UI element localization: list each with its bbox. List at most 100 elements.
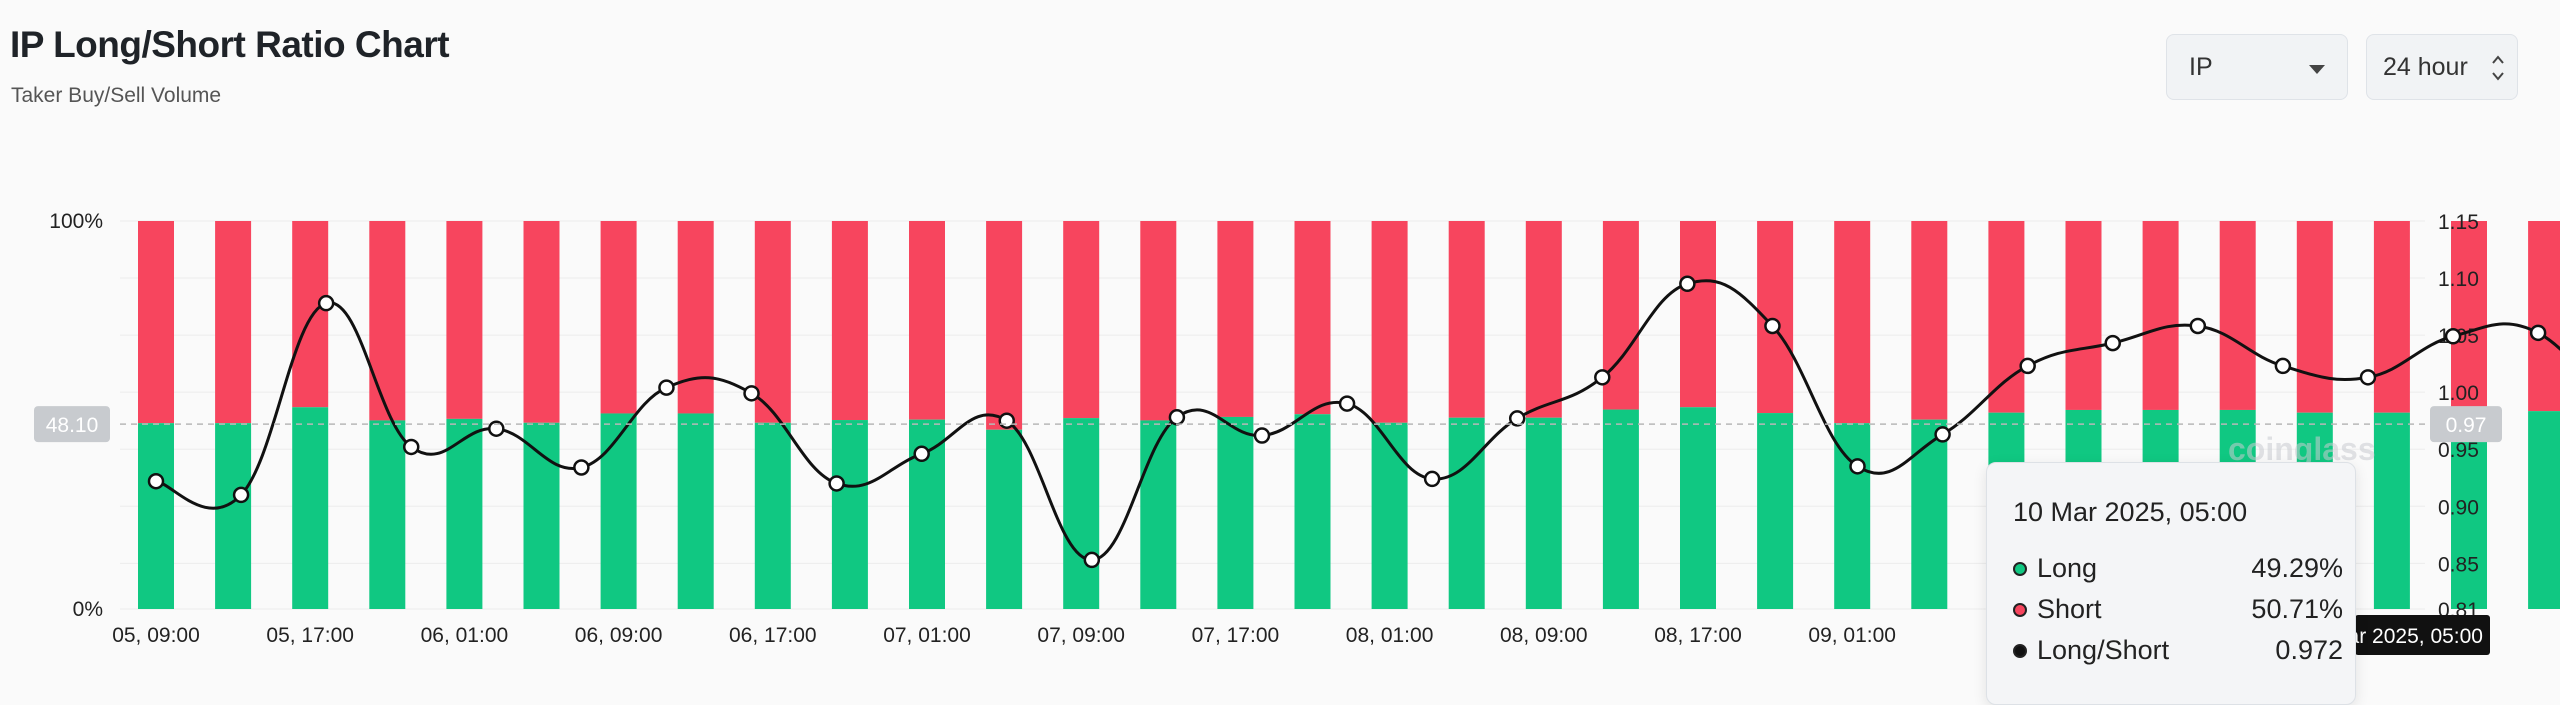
ratio-point bbox=[1934, 426, 1951, 443]
ratio-point bbox=[1594, 369, 1611, 386]
ratio-point bbox=[1338, 395, 1356, 412]
ratio-point bbox=[1253, 427, 1271, 444]
y-left-tick-label: 100% bbox=[49, 210, 103, 233]
x-tick-label: 08, 01:00 bbox=[1346, 624, 1434, 647]
long-bar bbox=[600, 413, 637, 609]
crosshair-left-badge bbox=[34, 406, 110, 443]
long-bar bbox=[1140, 420, 1177, 609]
short-bar bbox=[677, 221, 714, 414]
ratio-point bbox=[488, 420, 505, 437]
x-tick-label: 09, 01:00 bbox=[1808, 624, 1896, 647]
long-bar bbox=[215, 423, 252, 609]
short-bar bbox=[1140, 221, 1177, 421]
short-bar bbox=[600, 221, 637, 414]
x-tick-label: 08, 09:00 bbox=[1500, 624, 1588, 647]
tooltip: 10 Mar 2025, 05:00 Long 49.29% Short 50.… bbox=[1986, 462, 2356, 705]
ratio-dot-icon bbox=[2013, 644, 2027, 658]
long-bar bbox=[986, 429, 1023, 609]
long-bar bbox=[831, 420, 868, 609]
ratio-point bbox=[828, 475, 845, 492]
short-bar bbox=[831, 221, 868, 421]
short-bar bbox=[215, 221, 252, 424]
x-tick-label: 07, 01:00 bbox=[883, 624, 971, 647]
short-bar bbox=[446, 221, 483, 419]
long-bar bbox=[446, 418, 483, 609]
ratio-point bbox=[1423, 470, 1441, 488]
short-bar bbox=[986, 221, 1023, 430]
y-right-tick-label: 1.15 bbox=[2438, 211, 2479, 234]
tooltip-date: 10 Mar 2025, 05:00 bbox=[2013, 497, 2248, 527]
page-title: IP Long/Short Ratio Chart bbox=[10, 24, 450, 65]
short-bar bbox=[2296, 221, 2333, 413]
tooltip-value: 0.972 bbox=[2275, 635, 2343, 665]
short-bar bbox=[1834, 221, 1871, 424]
short-bar bbox=[2065, 221, 2102, 410]
tooltip-label: Short bbox=[2037, 594, 2102, 624]
ratio-point bbox=[573, 459, 590, 476]
short-bar bbox=[523, 221, 560, 423]
ratio-point bbox=[1168, 409, 1186, 426]
y-left-tick-label: 0% bbox=[73, 598, 103, 621]
ratio-point bbox=[913, 445, 930, 463]
x-tick-label: 06, 17:00 bbox=[729, 624, 817, 647]
ratio-point bbox=[2019, 357, 2036, 375]
short-bar bbox=[2142, 221, 2179, 410]
interval-select-value: 24 hour bbox=[2383, 52, 2468, 81]
short-bar bbox=[138, 221, 174, 424]
ratio-point bbox=[317, 294, 335, 312]
long-bar bbox=[2373, 412, 2410, 609]
short-bar bbox=[1911, 221, 1948, 420]
coin-select-value: IP bbox=[2189, 52, 2213, 81]
short-bar bbox=[1988, 221, 2025, 413]
coin-select[interactable]: IP bbox=[2166, 34, 2348, 100]
long-bar bbox=[1217, 416, 1254, 609]
short-bar bbox=[1217, 221, 1254, 417]
short-bar bbox=[1063, 221, 1100, 419]
ratio-point bbox=[743, 385, 760, 402]
short-bar bbox=[1294, 221, 1331, 415]
ratio-line bbox=[155, 279, 2560, 562]
tooltip-row-short: Short 50.71% bbox=[2013, 594, 2343, 628]
tooltip-value: 50.71% bbox=[2251, 594, 2343, 624]
short-bar bbox=[1680, 221, 1716, 408]
long-bar bbox=[2528, 411, 2560, 609]
watermark: coinglass bbox=[2228, 431, 2376, 467]
long-bar bbox=[1602, 409, 1639, 609]
ratio-point bbox=[2104, 334, 2121, 352]
ratio-point bbox=[1679, 275, 1696, 293]
long-bar bbox=[369, 420, 406, 609]
chevron-down-icon bbox=[2309, 65, 2325, 74]
ratio-point bbox=[998, 412, 1016, 429]
interval-select[interactable]: 24 hour bbox=[2366, 34, 2518, 100]
y-right-tick-label: 0.90 bbox=[2438, 496, 2479, 519]
short-bar bbox=[1448, 221, 1485, 418]
ratio-point bbox=[1849, 458, 1866, 475]
tooltip-row-long: Long 49.29% bbox=[2013, 553, 2343, 587]
long-bar bbox=[754, 422, 791, 609]
long-bar bbox=[2451, 411, 2487, 609]
x-tick-label: 06, 01:00 bbox=[421, 624, 509, 647]
crosshair-right-label: 0.97 bbox=[2446, 414, 2487, 437]
long-bar bbox=[1371, 422, 1408, 609]
x-tick-label: 06, 09:00 bbox=[575, 624, 663, 647]
x-tick-label: 07, 09:00 bbox=[1037, 624, 1125, 647]
short-bar bbox=[1525, 221, 1562, 418]
long-bar bbox=[1294, 414, 1331, 609]
long-bar bbox=[1680, 407, 1716, 609]
ratio-point bbox=[232, 486, 250, 504]
crosshair-left-label: 48.10 bbox=[46, 414, 99, 437]
ratio-point bbox=[1764, 317, 1781, 335]
short-bar bbox=[2451, 221, 2487, 412]
crosshair-right-badge bbox=[2430, 406, 2502, 443]
long-bar bbox=[523, 422, 560, 609]
ratio-point bbox=[2529, 324, 2547, 342]
tooltip-value: 49.29% bbox=[2251, 553, 2343, 583]
y-right-tick-label: 1.10 bbox=[2438, 268, 2479, 291]
long-bar bbox=[1757, 413, 1794, 609]
crosshair-x-badge bbox=[2355, 615, 2490, 655]
short-bar bbox=[2373, 221, 2410, 413]
tooltip-row-ratio: Long/Short 0.972 bbox=[2013, 635, 2343, 669]
ratio-point bbox=[147, 472, 165, 490]
long-bar bbox=[1834, 423, 1871, 609]
long-dot-icon bbox=[2013, 562, 2027, 576]
